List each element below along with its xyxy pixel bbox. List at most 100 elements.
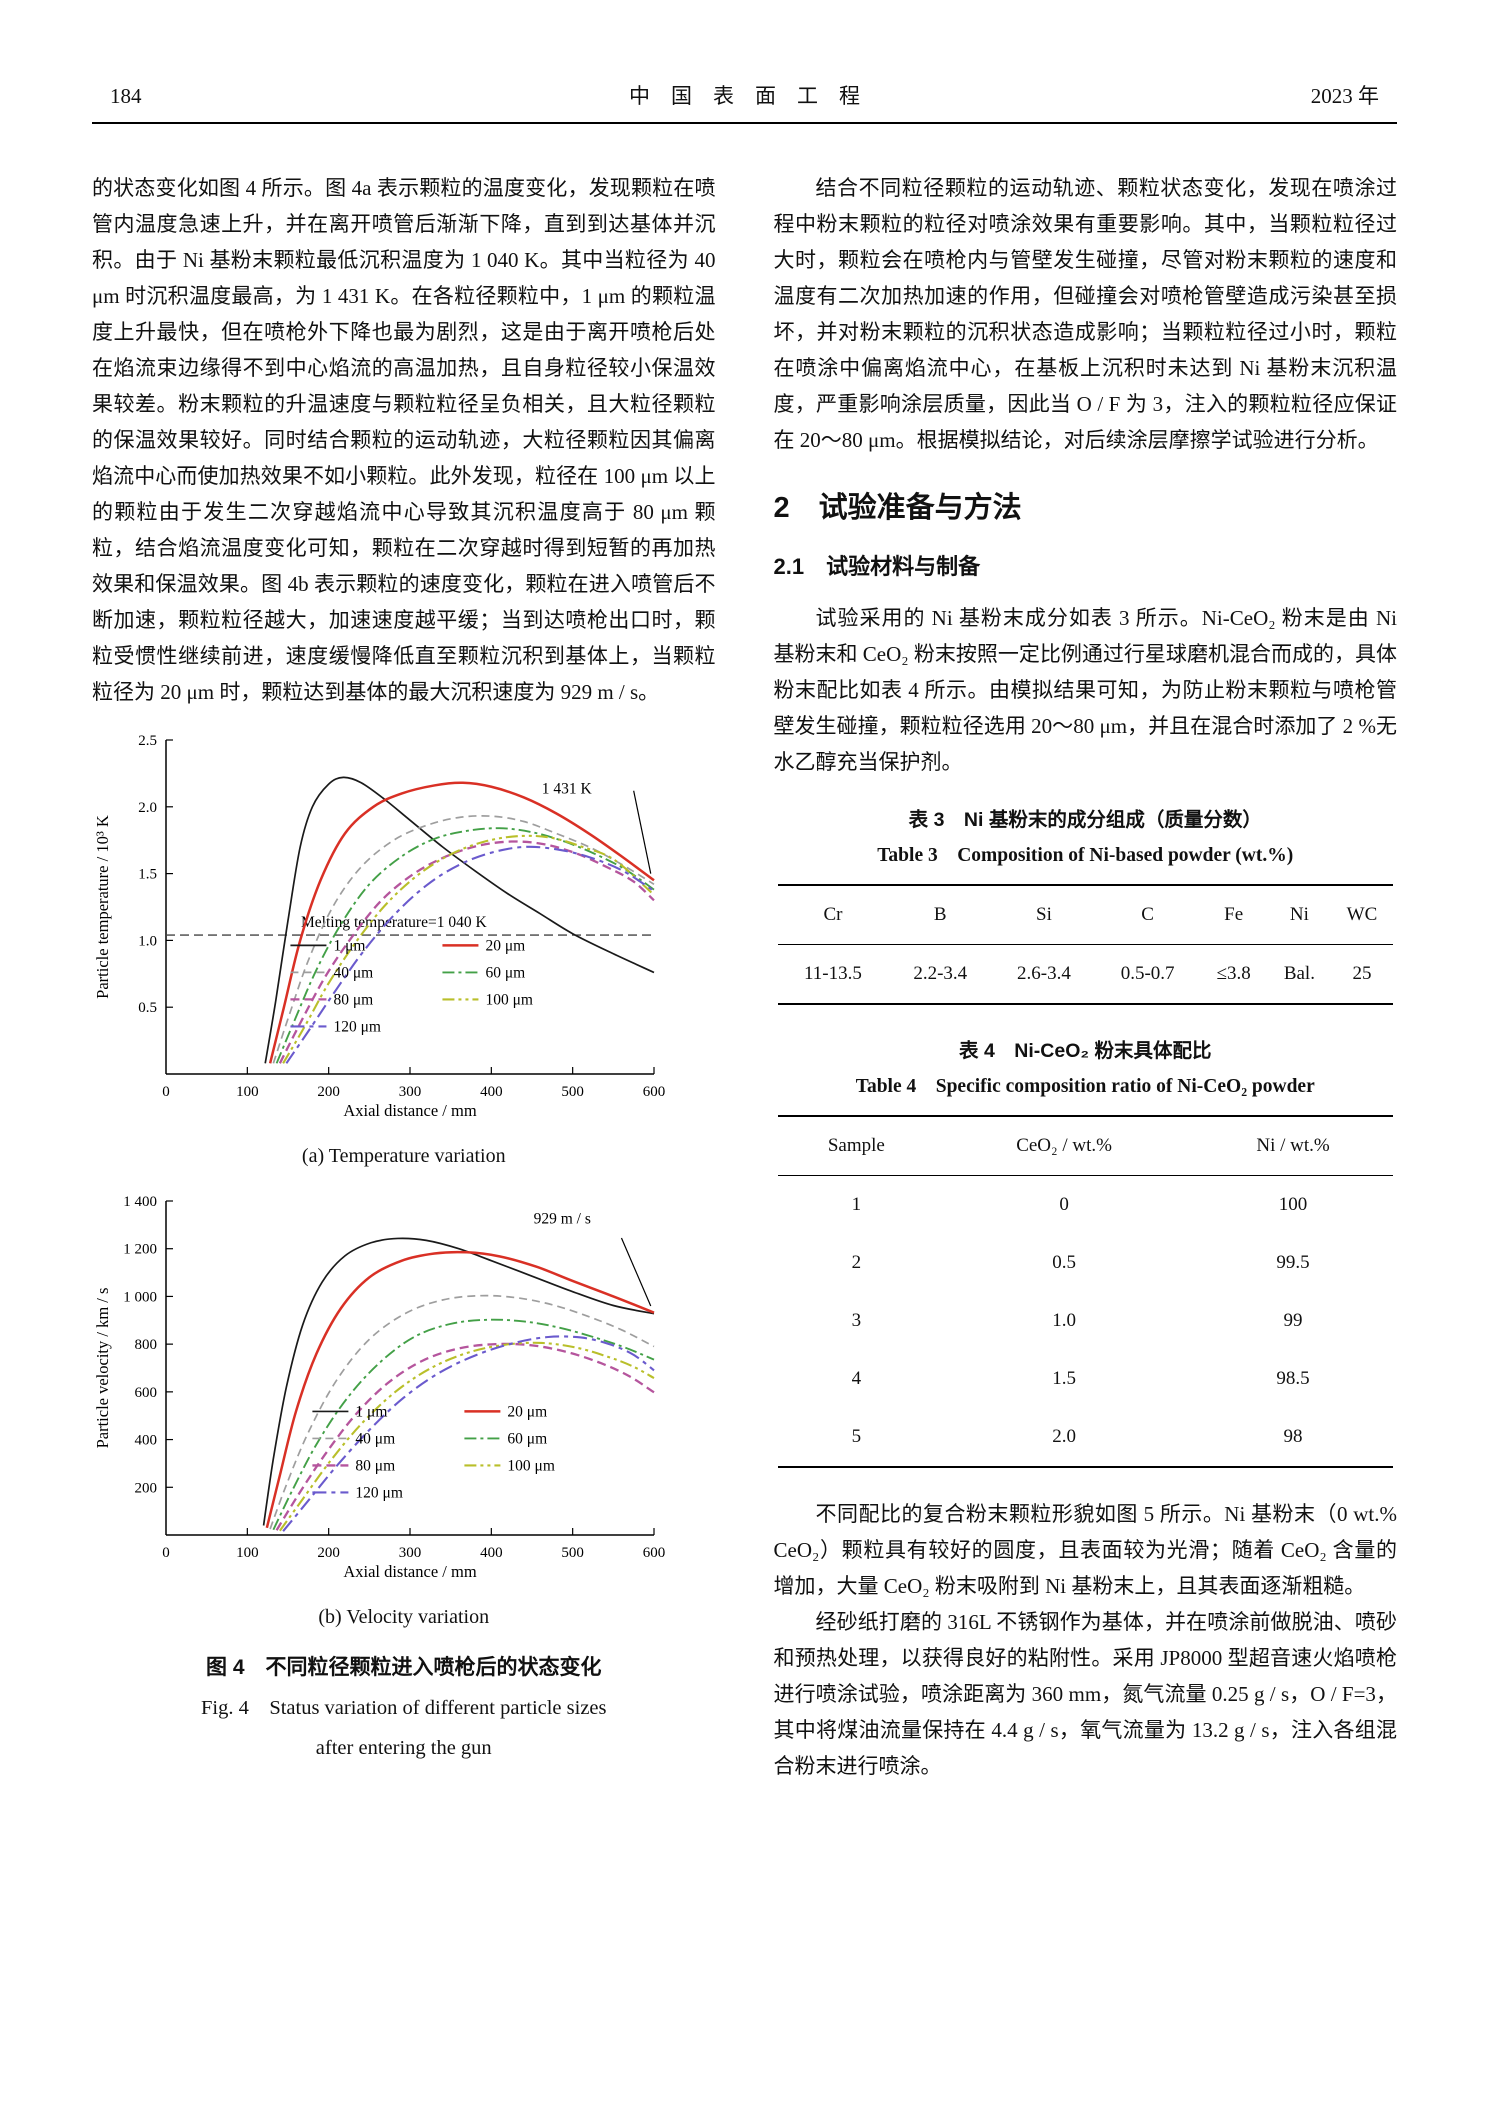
right-column: 结合不同粒径颗粒的运动轨迹、颗粒状态变化，发现在喷涂过程中粉末颗粒的粒径对喷涂效… (774, 170, 1398, 1784)
table-4-block: 表 4 Ni-CeO₂ 粉末具体配比 Table 4 Specific comp… (777, 1033, 1394, 1468)
svg-text:Axial distance / mm: Axial distance / mm (343, 1101, 477, 1120)
table-header-cell: Ni / wt.% (1193, 1116, 1393, 1176)
svg-text:600: 600 (135, 1385, 158, 1401)
table-cell: ≤3.8 (1216, 963, 1251, 984)
svg-text:20 μm: 20 μm (507, 1403, 547, 1420)
svg-text:800: 800 (135, 1337, 158, 1353)
table-header-row: Sample CeO₂ / wt.% Ni / wt.% (777, 1116, 1393, 1176)
table-cell: 0.5-0.7 (1120, 963, 1175, 984)
table-3-caption-en: Table 3 Composition of Ni-based powder (… (877, 845, 1294, 866)
table-cell: 2.2-3.4 (913, 963, 968, 984)
table-cell: 1 (851, 1194, 862, 1215)
table-cell: 3 (851, 1310, 862, 1331)
svg-text:40 μm: 40 μm (355, 1430, 395, 1447)
svg-text:1 200: 1 200 (123, 1242, 157, 1258)
table-row: 1 0 100 (778, 1176, 1394, 1235)
svg-text:200: 200 (135, 1480, 158, 1496)
table-cell: 0.5 (1052, 1252, 1076, 1273)
table-header-cell: WC (1330, 885, 1393, 945)
body-paragraph: 的状态变化如图 4 所示。图 4a 表示颗粒的温度变化，发现颗粒在喷管内温度急速… (92, 176, 716, 704)
year-label: 2023 年 (1310, 84, 1379, 108)
svg-text:1.0: 1.0 (138, 933, 157, 949)
svg-text:Particle velocity / km / s: Particle velocity / km / s (93, 1288, 112, 1449)
table-cell: 2.6-3.4 (1017, 963, 1071, 984)
subfigure-a-caption: (a) Temperature variation (301, 1145, 506, 1167)
journal-title: 中 国 表 面 工 程 (629, 84, 860, 108)
paper-page: 184 中 国 表 面 工 程 2023 年 的状态变化如图 4 所示。图 4a… (92, 80, 1397, 1784)
svg-text:2.5: 2.5 (138, 733, 157, 749)
table-header-cell: B (888, 885, 993, 945)
table-header-cell: Ni (1267, 885, 1331, 945)
table-cell: 11-13.5 (804, 963, 862, 984)
table-cell: 2 (851, 1252, 862, 1273)
subfigure-b-caption: (b) Velocity variation (318, 1606, 490, 1628)
body-paragraph: 试验采用的 Ni 基粉末成分如表 3 所示。Ni-CeO₂ 粉末是由 Ni 基粉… (773, 606, 1398, 774)
table-cell: 100 (1278, 1194, 1308, 1215)
svg-text:60 μm: 60 μm (507, 1430, 547, 1447)
svg-text:100 μm: 100 μm (485, 991, 533, 1008)
svg-text:100: 100 (236, 1084, 258, 1100)
svg-text:400: 400 (480, 1084, 503, 1100)
svg-text:1 400: 1 400 (123, 1194, 157, 1210)
figure-caption-zh: 图 4 不同粒径颗粒进入喷枪后的状态变化 (205, 1656, 602, 1679)
svg-text:80 μm: 80 μm (355, 1457, 395, 1474)
table-row: 5 2.0 98 (778, 1408, 1394, 1467)
svg-text:600: 600 (643, 1545, 666, 1561)
table-3-block: 表 3 Ni 基粉末的成分组成（质量分数） Table 3 Compositio… (777, 802, 1394, 1005)
svg-text:Axial distance / mm: Axial distance / mm (343, 1562, 477, 1581)
table-header-cell: Cr (777, 885, 889, 945)
two-column-body: 的状态变化如图 4 所示。图 4a 表示颗粒的温度变化，发现颗粒在喷管内温度急速… (92, 170, 1397, 1784)
svg-text:0.5: 0.5 (138, 1000, 157, 1016)
chart-svg: 0.5 1.0 1.5 2.0 2.5 0 100 200 300 400 500 600 Axial … (93, 733, 665, 1120)
svg-text:Particle temperature / 10³ K: Particle temperature / 10³ K (93, 815, 112, 999)
figure-4: 0.5 1.0 1.5 2.0 2.5 0 100 200 300 400 500 600 Axial … (92, 726, 716, 1768)
chart-svg: 200 400 600 800 1 000 1 200 1 400 0 100 200 300 400… (93, 1194, 666, 1581)
page-header: 184 中 国 表 面 工 程 2023 年 (92, 80, 1397, 122)
table-cell: 4 (851, 1368, 862, 1389)
svg-text:2.0: 2.0 (138, 800, 157, 816)
table-header-row: Cr B Si C Fe Ni WC (777, 885, 1393, 945)
svg-text:400: 400 (135, 1433, 158, 1449)
subsection-heading: 2.1 试验材料与制备 (773, 554, 981, 579)
table-cell: 99.5 (1276, 1252, 1310, 1273)
temperature-chart: 0.5 1.0 1.5 2.0 2.5 0 100 200 300 400 500 600 Axial … (88, 726, 716, 1139)
svg-text:400: 400 (480, 1545, 503, 1561)
svg-text:1 431 K: 1 431 K (542, 780, 593, 797)
table-4-caption-en: Table 4 Specific composition ratio of Ni… (855, 1076, 1315, 1097)
body-paragraph: 不同配比的复合粉末颗粒形貌如图 5 所示。Ni 基粉末（0 wt.% CeO₂）… (773, 1502, 1398, 1598)
figure-caption-en-line2: after entering the gun (315, 1737, 492, 1759)
table-3-caption-zh: 表 3 Ni 基粉末的成分组成（质量分数） (908, 809, 1262, 831)
svg-text:0: 0 (162, 1084, 170, 1100)
table-row: 3 1.0 99 (778, 1292, 1394, 1350)
page-number: 184 (110, 84, 142, 108)
svg-text:1 μm: 1 μm (333, 937, 365, 954)
table-cell: 99 (1283, 1310, 1303, 1331)
svg-text:200: 200 (317, 1545, 340, 1561)
svg-text:1 μm: 1 μm (355, 1403, 387, 1420)
table-header-cell: Fe (1199, 885, 1268, 945)
table-cell: 5 (851, 1426, 862, 1447)
table-4-grid: Sample CeO₂ / wt.% Ni / wt.% 1 0 100 2 0.5 99.5… (777, 1115, 1394, 1468)
velocity-chart: 200 400 600 800 1 000 1 200 1 400 0 100 200 300 400… (88, 1187, 716, 1600)
svg-text:1.5: 1.5 (138, 867, 157, 883)
table-cell: Bal. (1283, 963, 1315, 984)
figure-caption-en-line1: Fig. 4 Status variation of different par… (200, 1697, 607, 1719)
svg-text:1 000: 1 000 (123, 1289, 157, 1305)
table-cell: 1.5 (1052, 1368, 1076, 1389)
svg-text:0: 0 (162, 1545, 170, 1561)
table-row: 11-13.5 2.2-3.4 2.6-3.4 0.5-0.7 ≤3.8 Bal. 25 (778, 945, 1394, 1005)
svg-text:500: 500 (561, 1545, 584, 1561)
svg-text:300: 300 (399, 1545, 422, 1561)
svg-text:80 μm: 80 μm (333, 991, 373, 1008)
left-column: 的状态变化如图 4 所示。图 4a 表示颗粒的温度变化，发现颗粒在喷管内温度急速… (92, 170, 716, 1784)
table-row: 4 1.5 98.5 (778, 1350, 1394, 1408)
svg-text:300: 300 (399, 1084, 422, 1100)
table-cell: 98 (1283, 1426, 1303, 1447)
table-cell: 98.5 (1276, 1368, 1310, 1389)
table-cell: 1.0 (1052, 1310, 1076, 1331)
table-3-grid: Cr B Si C Fe Ni WC 11-13.5 2.2-3.4 2.6-3.4 0.5-0.… (777, 884, 1394, 1005)
body-paragraph: 经砂纸打磨的 316L 不锈钢作为基体，并在喷涂前做脱油、喷砂和预热处理，以获得… (773, 1610, 1398, 1778)
table-cell: 2.0 (1052, 1426, 1076, 1447)
table-header-cell: C (1095, 885, 1200, 945)
table-row: 2 0.5 99.5 (778, 1234, 1394, 1292)
